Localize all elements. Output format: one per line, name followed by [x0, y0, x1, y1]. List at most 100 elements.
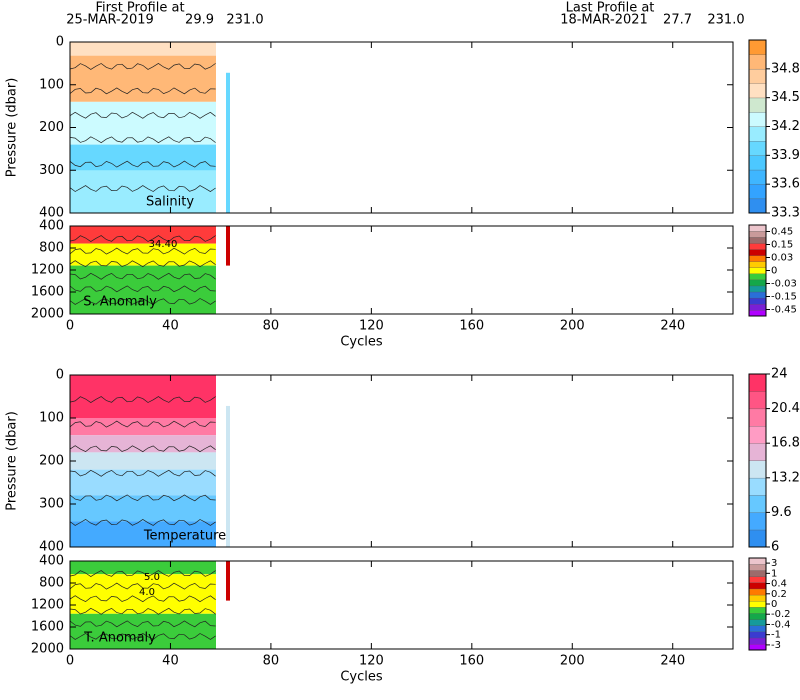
colorbar-swatch	[748, 557, 767, 565]
field-band	[70, 375, 216, 418]
contour-line	[69, 260, 216, 268]
y-tick-label: 400	[39, 219, 64, 234]
colorbar-swatch	[748, 494, 767, 513]
panel: 0 100 200 300 400 Pressure (dbar) Salinity 33.3…	[5, 35, 800, 221]
panel: 0 100 200 300 400 Pressure (dbar) Temperature 6…	[5, 367, 800, 555]
colorbar-tick-label: 1	[771, 568, 777, 579]
x-tick-label: 40	[162, 654, 179, 669]
colorbar-swatch	[748, 563, 767, 571]
y-tick-label: 1200	[31, 263, 64, 278]
contour-line	[69, 445, 216, 453]
colorbar-swatch	[748, 126, 767, 142]
colorbar-swatch	[748, 631, 767, 639]
field-band	[70, 613, 216, 649]
colorbar-tick-label: 16.8	[771, 436, 800, 451]
contour-line	[69, 87, 216, 95]
colorbar-tick-label: -0.4	[771, 619, 791, 630]
colorbar-tick-label: 6	[771, 540, 779, 555]
colorbar-swatch	[748, 594, 767, 602]
colorbar-swatch	[748, 303, 767, 311]
y-tick-label: 1200	[31, 598, 64, 613]
colorbar-swatch	[748, 261, 767, 268]
field-band	[70, 42, 216, 56]
colorbar-tick-label: 0.2	[771, 589, 787, 600]
colorbar-tick-label: 33.6	[771, 177, 800, 192]
colorbar-swatch	[748, 576, 767, 583]
contour-line	[69, 247, 216, 255]
colorbar-swatch	[748, 477, 767, 496]
colorbar-swatch	[748, 230, 767, 238]
contour-line	[69, 632, 216, 640]
colorbar-swatch	[748, 279, 767, 287]
colorbar-swatch	[748, 637, 767, 645]
first-profile-date: 25-MAR-2019	[66, 13, 154, 28]
x-tick-label: 80	[263, 319, 280, 334]
colorbar-swatch	[748, 255, 767, 262]
y-axis-label: Pressure (dbar)	[5, 411, 20, 511]
colorbar-tick-label: 0.03	[771, 253, 793, 264]
colorbar-tick-label: 33.3	[771, 206, 800, 221]
colorbar-frame	[748, 373, 767, 548]
colorbar-swatch	[748, 198, 767, 214]
y-tick-label: 300	[39, 163, 64, 178]
colorbar-swatch	[748, 297, 767, 305]
colorbar-swatch	[748, 224, 767, 232]
last-profile-date: 18-MAR-2021	[560, 13, 648, 28]
y-tick-label: 400	[39, 554, 64, 569]
colorbar-tick-label: 9.6	[771, 505, 792, 520]
colorbar-swatch	[748, 97, 767, 113]
contour-label: 34.40	[149, 239, 178, 250]
first-profile-lat: 29.9	[185, 13, 214, 28]
y-tick-label: 0	[56, 368, 64, 383]
x-tick-label: 200	[560, 319, 585, 334]
y-tick-label: 300	[39, 497, 64, 512]
y-tick-label: 800	[39, 241, 64, 256]
colorbar-tick-label: 13.2	[771, 470, 800, 485]
contour-line	[69, 620, 216, 628]
colorbar-swatch	[748, 391, 767, 410]
colorbar-swatch	[748, 570, 767, 577]
x-tick-label: 0	[66, 319, 74, 334]
panel-title: Salinity	[146, 195, 194, 210]
contour-line	[69, 160, 216, 168]
colorbar-swatch	[748, 643, 767, 651]
last-profile-lat: 27.7	[663, 13, 692, 28]
colorbar-swatch	[748, 309, 767, 317]
contour-label: 4.0	[139, 587, 155, 598]
colorbar-swatch	[748, 285, 767, 293]
colorbar-swatch	[748, 184, 767, 200]
x-tick-label: 160	[459, 319, 484, 334]
colorbar-swatch	[748, 373, 767, 392]
y-axis-label: Pressure (dbar)	[5, 78, 20, 178]
colorbar-tick-label: 0	[771, 266, 777, 277]
field-band	[70, 435, 216, 453]
y-tick-label: 200	[39, 454, 64, 469]
colorbar-tick-label: -1	[771, 630, 781, 641]
field-band	[70, 243, 216, 266]
field-band	[70, 495, 216, 522]
colorbar-swatch	[748, 460, 767, 479]
x-tick-label: 120	[359, 319, 384, 334]
x-axis-label: Cycles	[340, 335, 383, 350]
contour-line	[69, 518, 216, 526]
colorbar-swatch	[748, 249, 767, 256]
colorbar-swatch	[748, 267, 767, 274]
colorbar-swatch	[748, 243, 767, 250]
colorbar-swatch	[748, 169, 767, 185]
colorbar-swatch	[748, 83, 767, 99]
contour-line	[69, 285, 216, 293]
field-band	[70, 561, 216, 575]
colorbar-tick-label: 34.8	[771, 61, 800, 76]
colorbar-swatch	[748, 512, 767, 531]
colorbar-tick-label: 0.4	[771, 579, 787, 590]
contour-label: 5.0	[144, 572, 160, 583]
contour-line	[69, 582, 216, 590]
y-tick-label: 2000	[31, 307, 64, 322]
y-tick-label: 800	[39, 576, 64, 591]
contour-line	[69, 420, 216, 428]
panel-title: S. Anomaly	[83, 295, 157, 310]
y-tick-label: 0	[56, 35, 64, 50]
y-tick-label: 1600	[31, 620, 64, 635]
